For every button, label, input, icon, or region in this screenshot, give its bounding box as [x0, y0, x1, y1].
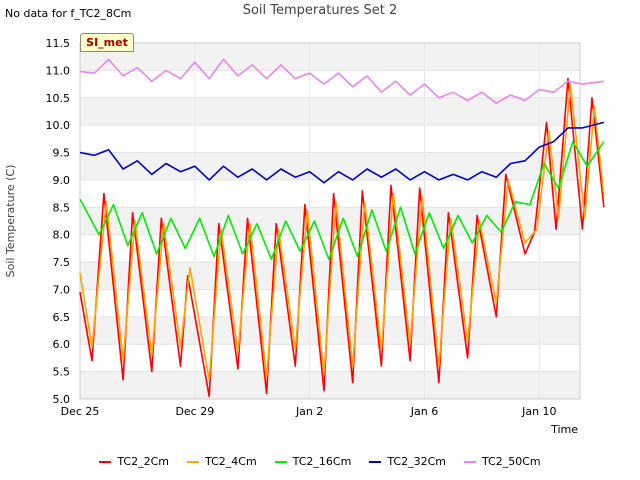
legend-label: TC2_2Cm — [117, 455, 170, 468]
background-band — [80, 316, 580, 345]
series-lines — [79, 58, 605, 398]
x-tick-label: Jan 2 — [295, 405, 323, 418]
y-tick-label: 8.0 — [53, 229, 71, 242]
y-axis-ticks: 5.0 5.5 6.0 6.5 7.0 7.5 8.0 8.5 9.0 9.5 10.0 10.5 11… — [46, 37, 71, 406]
legend-item-tc2_2cm: TC2_2Cm — [99, 455, 169, 468]
y-tick-label: 5.5 — [53, 366, 71, 379]
x-tick-label: Jan 10 — [521, 405, 556, 418]
series-line-tc2_32cm — [79, 121, 605, 184]
legend-swatch — [274, 460, 287, 463]
legend-label: TC2_32Cm — [387, 455, 446, 468]
y-tick-label: 7.0 — [53, 283, 71, 296]
background-band — [80, 371, 580, 399]
legend-swatch — [99, 460, 112, 463]
no-data-note: No data for f_TC2_8Cm — [5, 7, 132, 20]
legend-item-tc2_32cm: TC2_32Cm — [369, 455, 446, 468]
series-line-tc2_50cm — [79, 58, 605, 104]
plot-frame — [79, 42, 581, 400]
site-badge: SI_met — [80, 33, 134, 52]
x-tick-label: Dec 29 — [175, 405, 214, 418]
x-axis-ticks: Dec 25 Dec 29 Jan 2 Jan 6 Jan 10 — [61, 405, 557, 418]
legend-item-tc2_16cm: TC2_16Cm — [274, 455, 352, 468]
y-tick-label: 9.0 — [53, 174, 71, 187]
x-axis-label: Time — [550, 423, 578, 436]
background-band — [80, 97, 580, 126]
series-line-tc2_2cm — [79, 77, 605, 398]
legend-swatch — [187, 460, 200, 463]
y-tick-label: 10.0 — [46, 119, 71, 132]
legend-item-tc2_50cm: TC2_50Cm — [463, 455, 541, 468]
chart-title: Soil Temperatures Set 2 — [242, 3, 398, 18]
y-tick-label: 11.0 — [46, 64, 71, 77]
x-tick-label: Jan 6 — [410, 405, 438, 418]
y-tick-label: 8.5 — [53, 201, 71, 214]
legend-label: TC2_4Cm — [205, 455, 257, 468]
background-band — [80, 43, 580, 71]
legend-label: TC2_50Cm — [481, 455, 541, 468]
series-line-tc2_4cm — [79, 83, 605, 381]
legend-swatch — [463, 460, 476, 463]
legend-item-tc2_4cm: TC2_4Cm — [187, 455, 257, 468]
x-tick-label: Dec 25 — [61, 405, 100, 418]
series-line-tc2_16cm — [79, 140, 605, 261]
y-axis-label: Soil Temperature (C) — [4, 165, 17, 278]
legend-swatch — [369, 460, 382, 463]
y-tick-label: 5.0 — [53, 393, 71, 406]
y-tick-label: 7.5 — [53, 256, 71, 269]
y-tick-label: 6.5 — [53, 311, 71, 324]
y-tick-label: 11.5 — [46, 37, 71, 50]
y-tick-label: 10.5 — [46, 92, 71, 105]
legend-label: TC2_16Cm — [292, 455, 352, 468]
chart-legend: TC2_2Cm TC2_4Cm TC2_16Cm TC2_32Cm TC2_50Cm — [0, 455, 640, 468]
y-tick-label: 9.5 — [53, 147, 71, 160]
y-tick-label: 6.0 — [53, 338, 71, 351]
